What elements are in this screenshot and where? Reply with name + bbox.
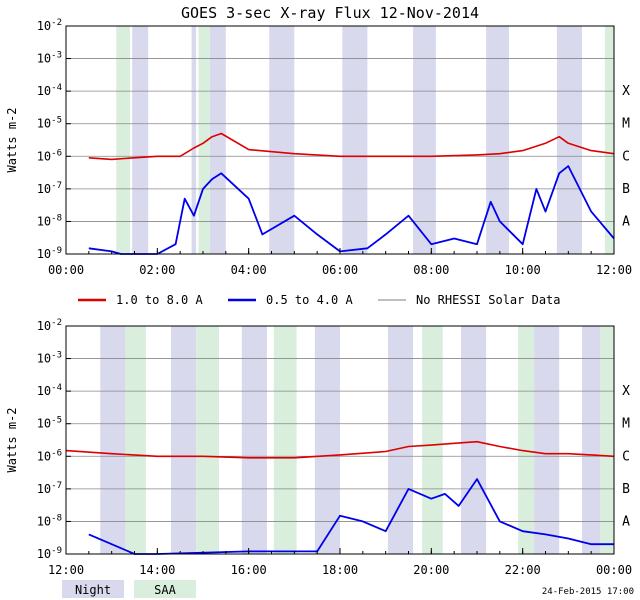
saa-key-label: SAA xyxy=(154,583,176,597)
y-tick-label: 10-5 xyxy=(37,416,62,431)
night-band xyxy=(582,326,601,554)
night-key-label: Night xyxy=(75,583,111,597)
flare-class-label: M xyxy=(622,117,630,132)
flare-class-label: A xyxy=(622,514,630,529)
legend-label-long: 1.0 to 8.0 A xyxy=(116,293,203,307)
series-long-wavelength xyxy=(65,440,615,459)
saa-band xyxy=(198,26,210,254)
y-tick-label: 10-8 xyxy=(37,513,62,528)
saa-band xyxy=(422,326,443,554)
y-axis-label: Watts m-2 xyxy=(5,107,19,172)
x-tick-label: 04:00 xyxy=(231,263,267,277)
flare-class-labels: A B C M X xyxy=(622,84,630,229)
flare-class-label: B xyxy=(622,182,630,197)
flare-class-label: A xyxy=(622,214,630,229)
x-tick-label: 16:00 xyxy=(231,563,267,577)
flare-class-label: C xyxy=(622,149,630,164)
saa-band xyxy=(600,326,614,554)
x-tick-label: 08:00 xyxy=(413,263,449,277)
saa-band xyxy=(116,26,130,254)
saa-band xyxy=(273,326,297,554)
series-long-wavelength xyxy=(88,132,615,161)
night-band xyxy=(100,326,126,554)
night-band xyxy=(534,326,560,554)
legend-label-no-rhessi: No RHESSI Solar Data xyxy=(416,293,561,307)
night-band xyxy=(387,326,414,554)
chart-panel-bottom: 10-9 10-8 10-7 10-6 10-5 10-4 10-3 10-2 12:00 14… xyxy=(5,318,632,577)
x-axis-ticks: 12:00 14:00 16:00 18:00 20:00 22:00 00:00 xyxy=(48,548,632,577)
night-band xyxy=(556,26,583,254)
y-tick-label: 10-4 xyxy=(37,83,62,98)
chart-title: GOES 3-sec X-ray Flux 12-Nov-2014 xyxy=(181,4,479,22)
y-tick-label: 10-3 xyxy=(37,351,62,366)
x-tick-label: 02:00 xyxy=(139,263,175,277)
night-band xyxy=(486,26,509,254)
y-tick-label: 10-2 xyxy=(37,318,62,333)
saa-key-swatch xyxy=(134,580,196,598)
saa-band xyxy=(604,26,614,254)
y-tick-label: 10-4 xyxy=(37,383,62,398)
y-tick-label: 10-5 xyxy=(37,116,62,131)
y-tick-label: 10-3 xyxy=(37,51,62,66)
footer-date: 24-Feb-2015 17:00 xyxy=(542,587,634,597)
flare-class-label: X xyxy=(622,384,630,399)
series-short-wavelength xyxy=(88,165,615,255)
y-axis-ticks: 10-9 10-8 10-7 10-6 10-5 10-4 10-3 10-2 xyxy=(37,18,71,261)
night-band xyxy=(191,26,197,254)
y-tick-label: 10-8 xyxy=(37,213,62,228)
flare-class-label: M xyxy=(622,417,630,432)
night-key-swatch xyxy=(62,580,124,598)
flare-class-labels: A B C M X xyxy=(622,384,630,529)
x-tick-label: 00:00 xyxy=(48,263,84,277)
x-tick-label: 18:00 xyxy=(322,563,358,577)
y-tick-label: 10-9 xyxy=(37,546,62,561)
x-axis-ticks: 00:00 02:00 04:00 06:00 08:00 10:00 12:00 xyxy=(48,248,632,277)
flare-class-label: B xyxy=(622,482,630,497)
night-band xyxy=(209,26,226,254)
flare-class-label: C xyxy=(622,449,630,464)
y-tick-label: 10-7 xyxy=(37,481,62,496)
x-tick-label: 22:00 xyxy=(505,563,541,577)
flux-series xyxy=(88,132,615,255)
x-tick-label: 12:00 xyxy=(48,563,84,577)
legend-label-short: 0.5 to 4.0 A xyxy=(266,293,353,307)
night-band xyxy=(171,326,197,554)
x-tick-label: 14:00 xyxy=(139,563,175,577)
saa-band xyxy=(196,326,219,554)
y-tick-label: 10-2 xyxy=(37,18,62,33)
x-tick-label: 00:00 xyxy=(596,563,632,577)
y-axis-label: Watts m-2 xyxy=(5,407,19,472)
x-tick-label: 20:00 xyxy=(413,563,449,577)
y-axis-ticks: 10-9 10-8 10-7 10-6 10-5 10-4 10-3 10-2 xyxy=(37,318,71,561)
x-tick-label: 12:00 xyxy=(596,263,632,277)
y-tick-label: 10-6 xyxy=(37,148,62,163)
y-tick-label: 10-7 xyxy=(37,181,62,196)
saa-band xyxy=(518,326,535,554)
y-tick-label: 10-6 xyxy=(37,448,62,463)
night-band xyxy=(461,326,487,554)
x-tick-label: 10:00 xyxy=(505,263,541,277)
night-band xyxy=(314,326,340,554)
band-key: Night SAA xyxy=(62,580,196,598)
y-tick-label: 10-9 xyxy=(37,246,62,261)
night-band xyxy=(342,26,368,254)
night-band xyxy=(132,26,149,254)
saa-band xyxy=(125,326,146,554)
night-band xyxy=(413,26,436,254)
x-tick-label: 06:00 xyxy=(322,263,358,277)
chart-panel-top: 10-9 10-8 10-7 10-6 10-5 10-4 10-3 10-2 00:00 02… xyxy=(5,18,632,277)
night-band xyxy=(241,326,267,554)
legend: 1.0 to 8.0 A 0.5 to 4.0 A No RHESSI Sola… xyxy=(78,293,561,307)
flare-class-label: X xyxy=(622,84,630,99)
night-band xyxy=(269,26,295,254)
day-night-bands xyxy=(116,26,614,254)
